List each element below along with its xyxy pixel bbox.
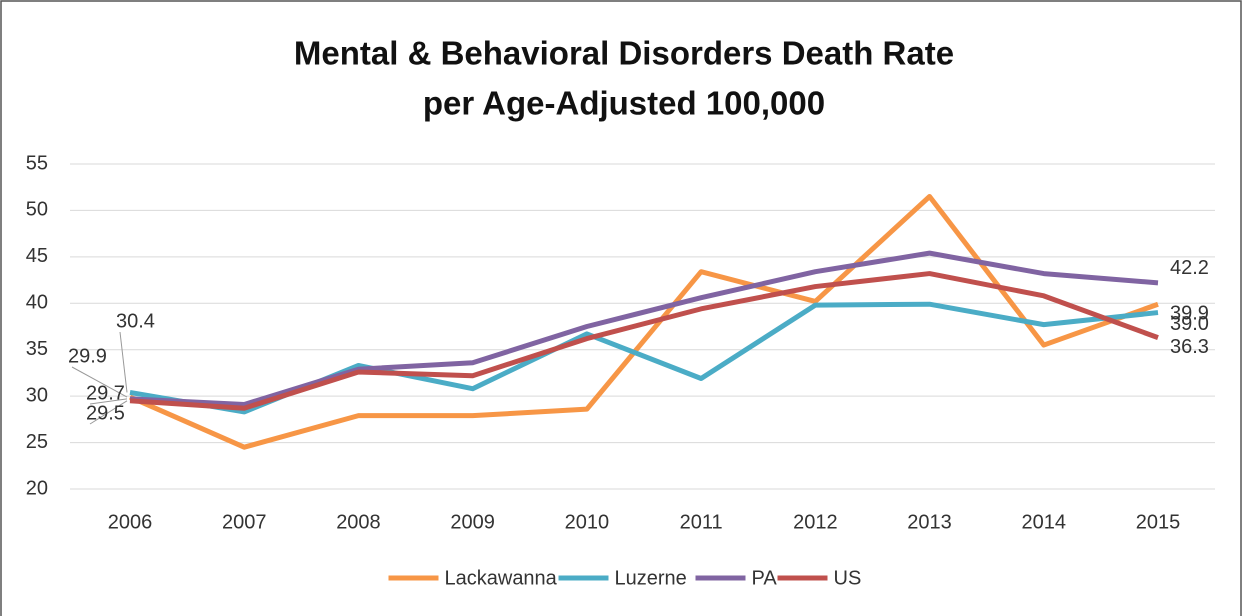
x-tick-label: 2009 bbox=[450, 511, 495, 533]
x-tick-label: 2006 bbox=[108, 511, 153, 533]
chart-title: per Age-Adjusted 100,000 bbox=[423, 85, 825, 122]
leader-line bbox=[89, 398, 128, 405]
legend-label: Luzerne bbox=[615, 567, 687, 589]
data-label: 29.7 bbox=[86, 382, 125, 404]
x-tick-label: 2011 bbox=[680, 511, 723, 533]
data-label: 36.3 bbox=[1170, 336, 1209, 358]
series-line bbox=[129, 250, 1159, 407]
data-label: 42.2 bbox=[1170, 257, 1209, 279]
y-tick-label: 55 bbox=[26, 152, 48, 174]
y-tick-label: 40 bbox=[26, 292, 48, 314]
data-label: 30.4 bbox=[116, 310, 155, 332]
y-tick-label: 50 bbox=[26, 199, 48, 221]
y-tick-label: 45 bbox=[26, 245, 48, 267]
legend-label: PA bbox=[752, 567, 778, 589]
data-label: 29.9 bbox=[68, 345, 107, 367]
legend-label: US bbox=[834, 567, 862, 589]
series-line bbox=[128, 194, 1159, 450]
x-tick-label: 2015 bbox=[1136, 511, 1181, 533]
y-tick-label: 30 bbox=[26, 384, 48, 406]
data-label: 29.5 bbox=[86, 402, 125, 424]
x-tick-label: 2012 bbox=[793, 511, 838, 533]
x-tick-label: 2013 bbox=[907, 511, 952, 533]
data-label: 39.0 bbox=[1170, 313, 1209, 335]
x-tick-label: 2010 bbox=[565, 511, 610, 533]
y-tick-label: 35 bbox=[26, 338, 48, 360]
leader-line bbox=[119, 331, 128, 393]
x-tick-label: 2014 bbox=[1022, 511, 1067, 533]
x-tick-label: 2007 bbox=[222, 511, 267, 533]
series-line bbox=[129, 271, 1159, 411]
y-tick-label: 20 bbox=[26, 477, 48, 499]
data-label: 39.9 bbox=[1170, 302, 1209, 324]
y-tick-label: 25 bbox=[26, 431, 48, 453]
chart-title: Mental & Behavioral Disorders Death Rate bbox=[294, 35, 954, 72]
leader-line bbox=[89, 400, 128, 425]
legend-label: Lackawanna bbox=[445, 567, 558, 589]
x-tick-label: 2008 bbox=[336, 511, 381, 533]
leader-line bbox=[71, 366, 128, 398]
